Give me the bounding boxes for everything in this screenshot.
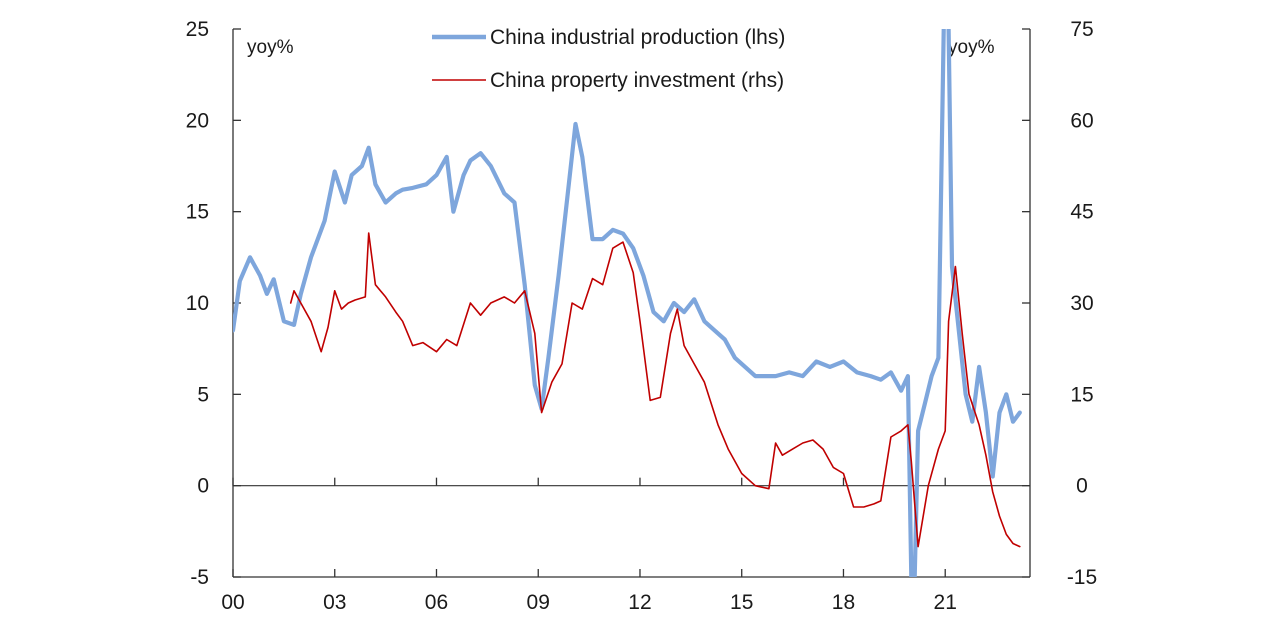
right-tick-label: 15	[1070, 383, 1093, 406]
right-tick-label: 45	[1070, 201, 1093, 224]
right-unit-label: yoy%	[948, 37, 995, 58]
left-tick-label: 15	[186, 201, 209, 224]
property-investment-line	[289, 232, 1021, 548]
right-tick-label: -15	[1067, 566, 1097, 589]
left-tick-label: 0	[197, 475, 209, 498]
x-tick-label: 03	[323, 591, 346, 614]
x-tick-label: 06	[425, 591, 448, 614]
industrial-production-line	[233, 29, 1022, 577]
left-tick-label: 25	[186, 18, 209, 41]
right-tick-label: 60	[1070, 109, 1093, 132]
right-tick-label: 0	[1076, 475, 1088, 498]
x-tick-label: 09	[527, 591, 550, 614]
left-tick-label: -5	[190, 566, 209, 589]
x-tick-label: 21	[934, 591, 957, 614]
x-tick-label: 15	[730, 591, 753, 614]
right-tick-label: 75	[1070, 18, 1093, 41]
legend-label: China industrial production (lhs)	[490, 26, 785, 49]
x-tick-label: 12	[628, 591, 651, 614]
right-tick-label: 30	[1070, 292, 1093, 315]
left-tick-label: 10	[186, 292, 209, 315]
left-unit-label: yoy%	[247, 37, 294, 58]
left-tick-label: 5	[197, 383, 209, 406]
x-tick-label: 18	[832, 591, 855, 614]
x-tick-label: 00	[221, 591, 244, 614]
legend-label: China property investment (rhs)	[490, 69, 784, 92]
left-tick-label: 20	[186, 109, 209, 132]
